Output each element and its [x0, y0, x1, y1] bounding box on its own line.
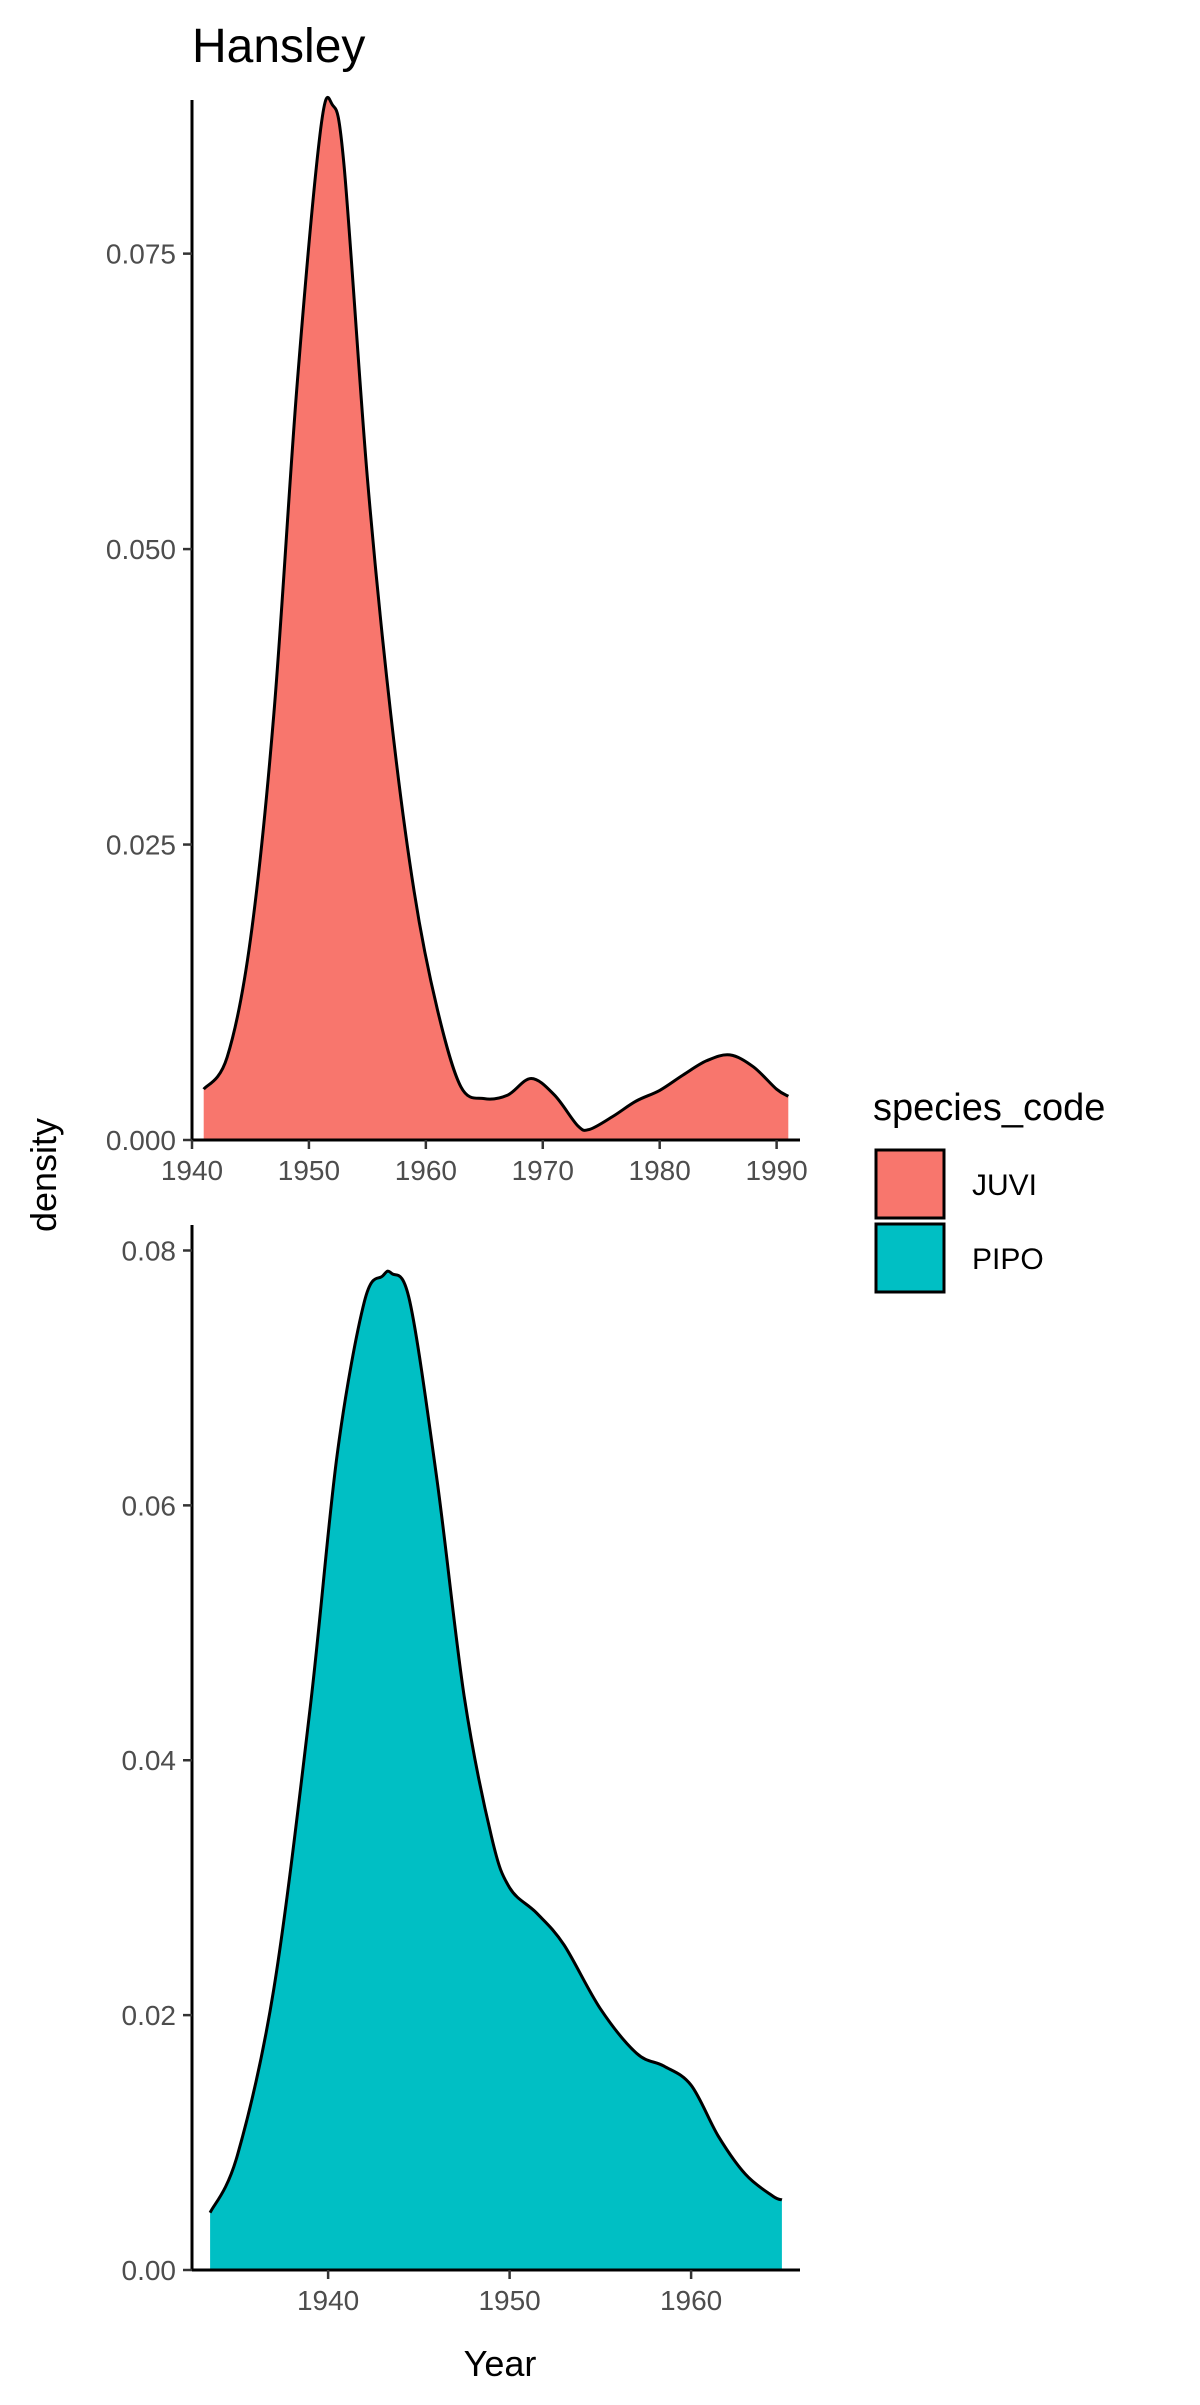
x-tick-label: 1970 [512, 1155, 574, 1186]
y-tick-label: 0.075 [106, 239, 176, 270]
x-axis-title: Year [464, 2343, 537, 2384]
x-tick-label: 1960 [660, 2285, 722, 2316]
panel-1: 0.000 0.025 0.050 0.075 1940 1950 1960 1970 1980… [106, 95, 808, 1186]
density-curve-pipo [208, 1269, 783, 2214]
x-tick-label: 1960 [395, 1155, 457, 1186]
y-tick-label: 0.000 [106, 1125, 176, 1156]
y-tick-label: 0.08 [122, 1235, 177, 1266]
legend-key-juvi [874, 1148, 946, 1220]
panel-2: 0.00 0.02 0.04 0.06 0.08 1940 1950 1960 [122, 1225, 800, 2316]
legend-key-pipo [874, 1222, 946, 1294]
y-tick-label: 0.025 [106, 830, 176, 861]
y-tick-label: 0.00 [122, 2255, 177, 2286]
y-tick-label: 0.050 [106, 534, 176, 565]
x-tick-label: 1980 [629, 1155, 691, 1186]
plot-title: Hansley [192, 20, 365, 73]
y-axis-title: density [23, 1118, 64, 1232]
legend-title: species_code [873, 1087, 1105, 1129]
legend-label-pipo: PIPO [972, 1243, 1044, 1276]
x-tick-label: 1990 [745, 1155, 807, 1186]
density-area-juvi [203, 97, 789, 1141]
y-tick-label: 0.04 [122, 1745, 177, 1776]
x-tick-label: 1950 [278, 1155, 340, 1186]
panels: 0.000 0.025 0.050 0.075 1940 1950 1960 1970 1980… [106, 95, 808, 2316]
legend: species_code JUVI PIPO [873, 1087, 1105, 1294]
x-tick-label: 1940 [297, 2285, 359, 2316]
y-tick-label: 0.02 [122, 2000, 177, 2031]
x-tick-label: 1950 [478, 2285, 540, 2316]
legend-label-juvi: JUVI [972, 1169, 1037, 1202]
density-area-pipo [210, 1271, 782, 2270]
y-tick-label: 0.06 [122, 1490, 177, 1521]
x-tick-label: 1940 [161, 1155, 223, 1186]
density-curve-juvi [202, 95, 790, 1132]
